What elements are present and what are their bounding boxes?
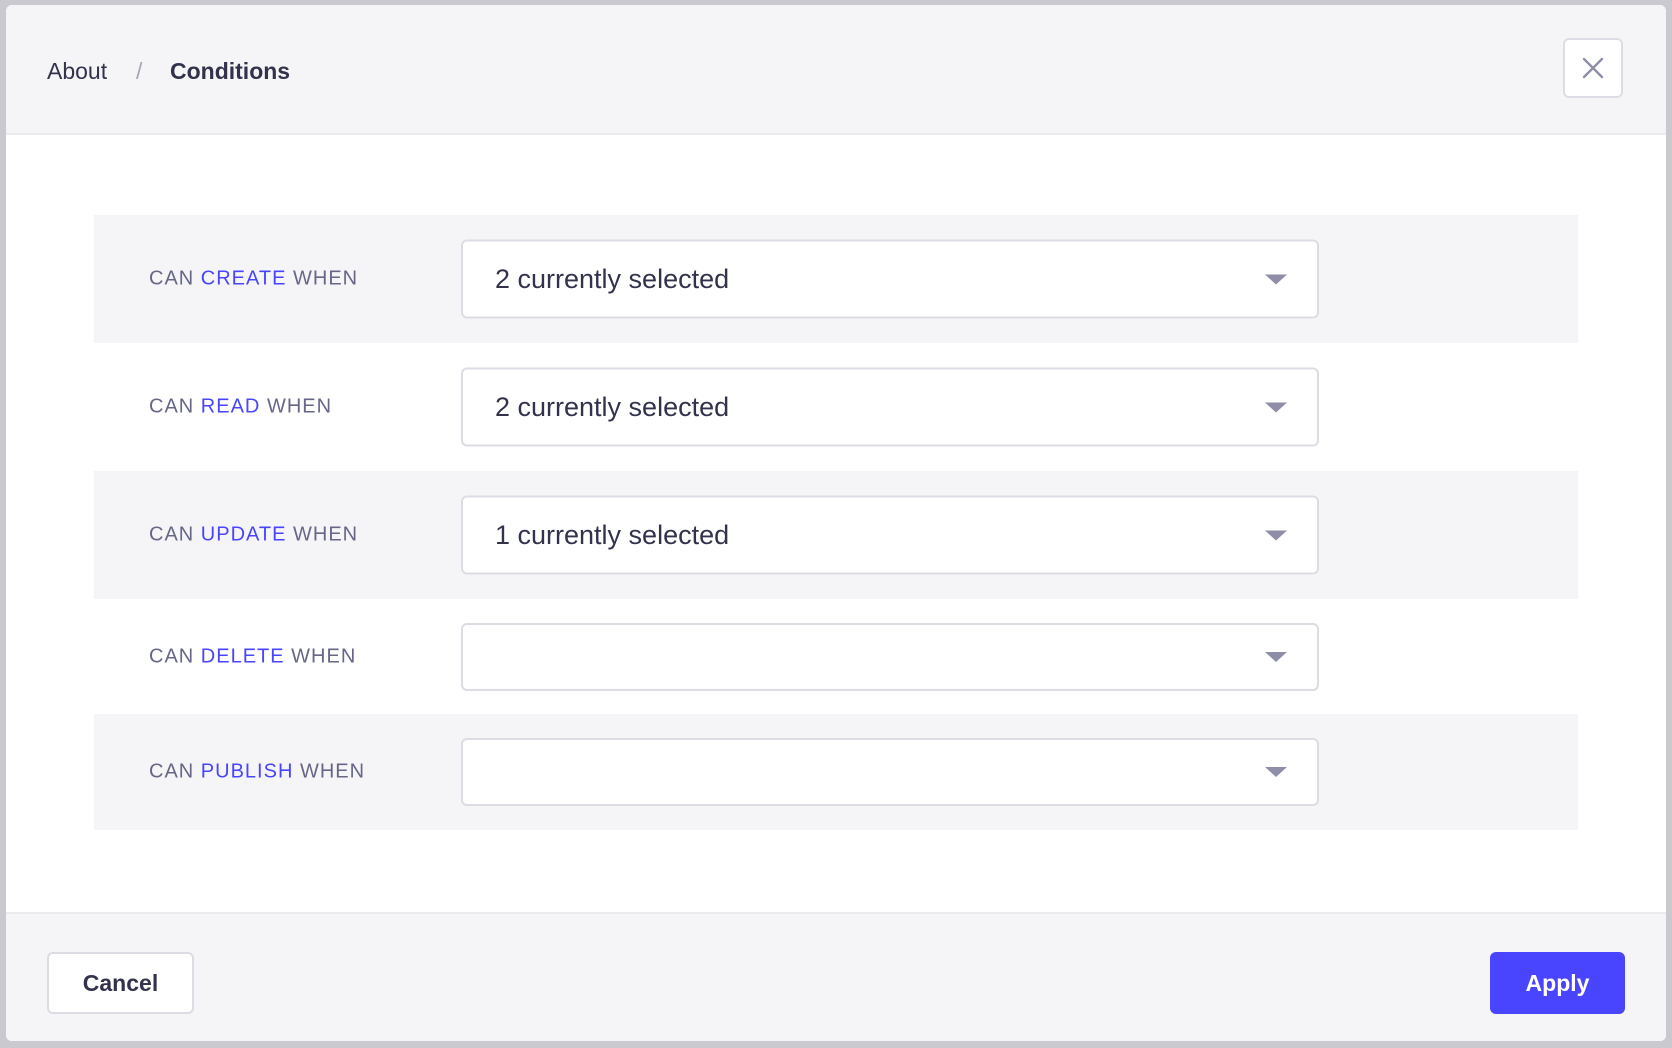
label-prefix: CAN xyxy=(149,645,195,667)
label-action: DELETE xyxy=(200,645,285,667)
label-prefix: CAN xyxy=(149,760,195,783)
modal-header: About / Conditions xyxy=(6,5,1666,135)
label-suffix: WHEN xyxy=(293,523,359,546)
condition-row-delete: CAN DELETE WHEN xyxy=(94,599,1578,714)
condition-label: CAN PUBLISH WHEN xyxy=(149,761,365,784)
caret-down-icon xyxy=(1265,767,1287,777)
breadcrumb-separator: / xyxy=(136,58,143,84)
condition-row-publish: CAN PUBLISH WHEN xyxy=(94,714,1578,830)
conditions-modal: About / Conditions CAN CREATE WHEN 2 cur… xyxy=(6,5,1666,1041)
select-value: 1 currently selected xyxy=(495,519,730,550)
label-suffix: WHEN xyxy=(291,645,357,667)
read-conditions-select[interactable]: 2 currently selected xyxy=(461,367,1319,447)
label-action: READ xyxy=(200,395,261,418)
label-suffix: WHEN xyxy=(266,395,333,418)
select-value: 2 currently selected xyxy=(495,263,730,294)
condition-label: CAN CREATE WHEN xyxy=(149,268,358,291)
publish-conditions-select[interactable] xyxy=(461,738,1319,806)
close-button[interactable] xyxy=(1563,38,1623,98)
delete-conditions-select[interactable] xyxy=(461,622,1319,691)
create-conditions-select[interactable]: 2 currently selected xyxy=(461,239,1319,319)
apply-button[interactable]: Apply xyxy=(1490,952,1625,1014)
label-action: UPDATE xyxy=(200,523,287,546)
label-prefix: CAN xyxy=(149,395,195,418)
label-suffix: WHEN xyxy=(299,760,366,783)
condition-label: CAN DELETE WHEN xyxy=(149,645,356,668)
caret-down-icon xyxy=(1265,651,1287,662)
label-suffix: WHEN xyxy=(293,267,359,290)
breadcrumb-current: Conditions xyxy=(170,58,291,84)
caret-down-icon xyxy=(1265,530,1287,540)
condition-label: CAN UPDATE WHEN xyxy=(149,524,358,547)
condition-row-create: CAN CREATE WHEN 2 currently selected xyxy=(94,215,1578,343)
condition-row-update: CAN UPDATE WHEN 1 currently selected xyxy=(94,471,1578,599)
condition-row-read: CAN READ WHEN 2 currently selected xyxy=(94,343,1578,471)
caret-down-icon xyxy=(1265,402,1287,412)
update-conditions-select[interactable]: 1 currently selected xyxy=(461,495,1319,575)
close-icon xyxy=(1582,57,1604,79)
label-action: CREATE xyxy=(200,267,287,290)
label-prefix: CAN xyxy=(149,267,195,290)
cancel-button[interactable]: Cancel xyxy=(47,952,194,1014)
caret-down-icon xyxy=(1265,274,1287,284)
select-value: 2 currently selected xyxy=(495,391,730,422)
modal-footer: Cancel Apply xyxy=(6,912,1666,1041)
breadcrumb-about: About xyxy=(47,58,108,84)
condition-label: CAN READ WHEN xyxy=(149,396,332,419)
label-prefix: CAN xyxy=(149,523,195,546)
label-action: PUBLISH xyxy=(200,760,294,783)
